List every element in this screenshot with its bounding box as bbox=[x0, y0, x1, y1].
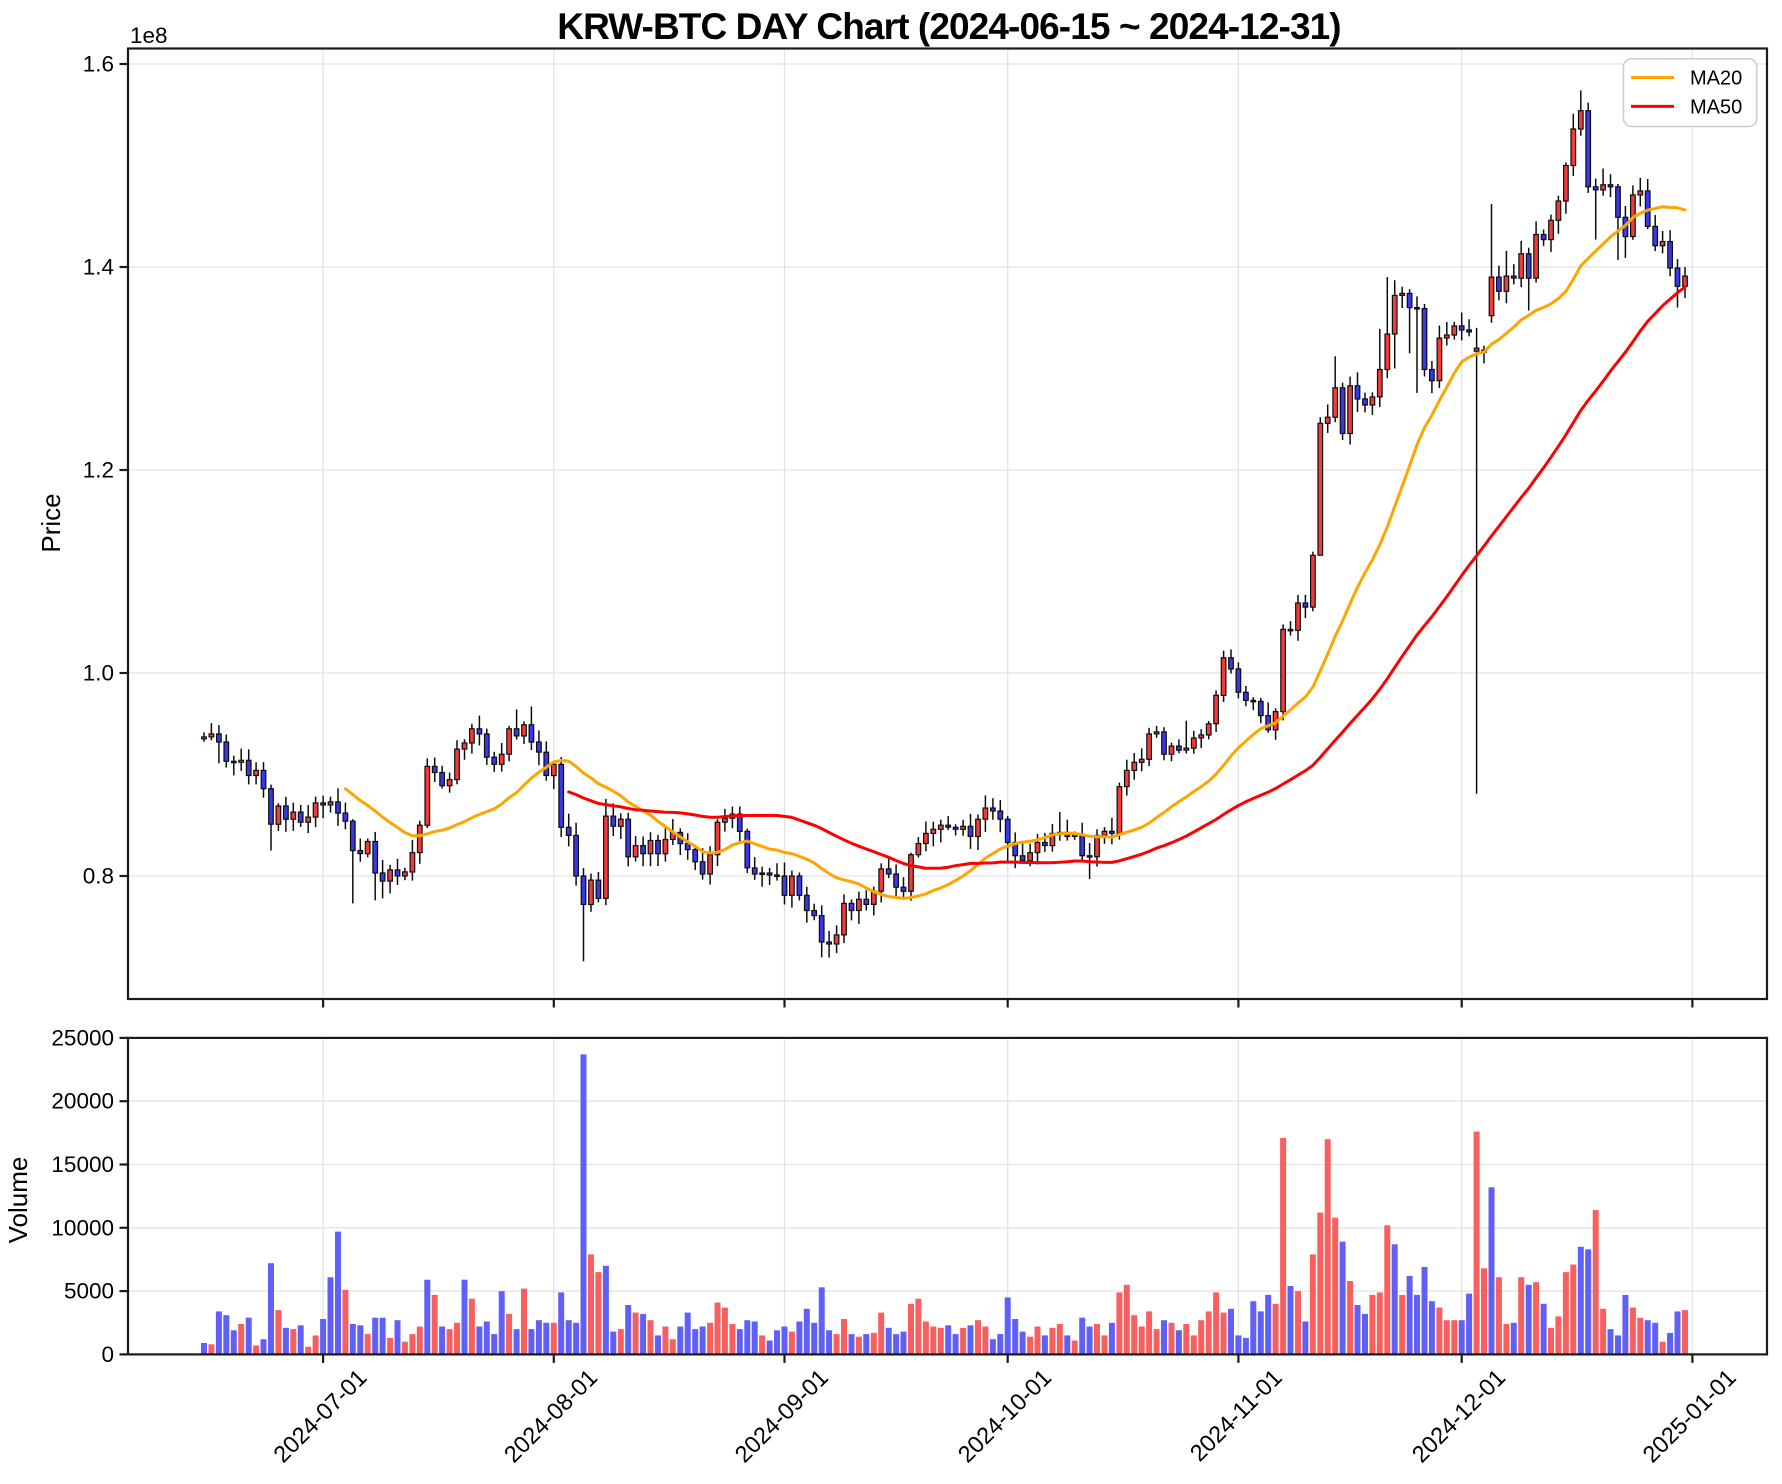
svg-text:MA20: MA20 bbox=[1690, 68, 1742, 90]
svg-text:Price: Price bbox=[36, 493, 66, 552]
svg-text:5000: 5000 bbox=[64, 1279, 114, 1304]
svg-text:1e8: 1e8 bbox=[130, 23, 168, 48]
svg-text:Volume: Volume bbox=[3, 1157, 33, 1244]
svg-text:0.8: 0.8 bbox=[83, 864, 114, 889]
svg-text:1.0: 1.0 bbox=[83, 661, 114, 686]
svg-text:25000: 25000 bbox=[51, 1025, 114, 1050]
svg-text:MA50: MA50 bbox=[1690, 96, 1742, 118]
svg-text:0: 0 bbox=[101, 1342, 114, 1367]
svg-text:KRW-BTC DAY Chart (2024-06-15: KRW-BTC DAY Chart (2024-06-15 ~ 2024-12-… bbox=[557, 6, 1340, 47]
svg-text:1.6: 1.6 bbox=[83, 52, 114, 77]
svg-text:1.4: 1.4 bbox=[83, 255, 114, 280]
svg-text:15000: 15000 bbox=[51, 1152, 114, 1177]
svg-text:1.2: 1.2 bbox=[83, 458, 114, 483]
svg-text:20000: 20000 bbox=[51, 1089, 114, 1114]
svg-text:10000: 10000 bbox=[51, 1215, 114, 1240]
